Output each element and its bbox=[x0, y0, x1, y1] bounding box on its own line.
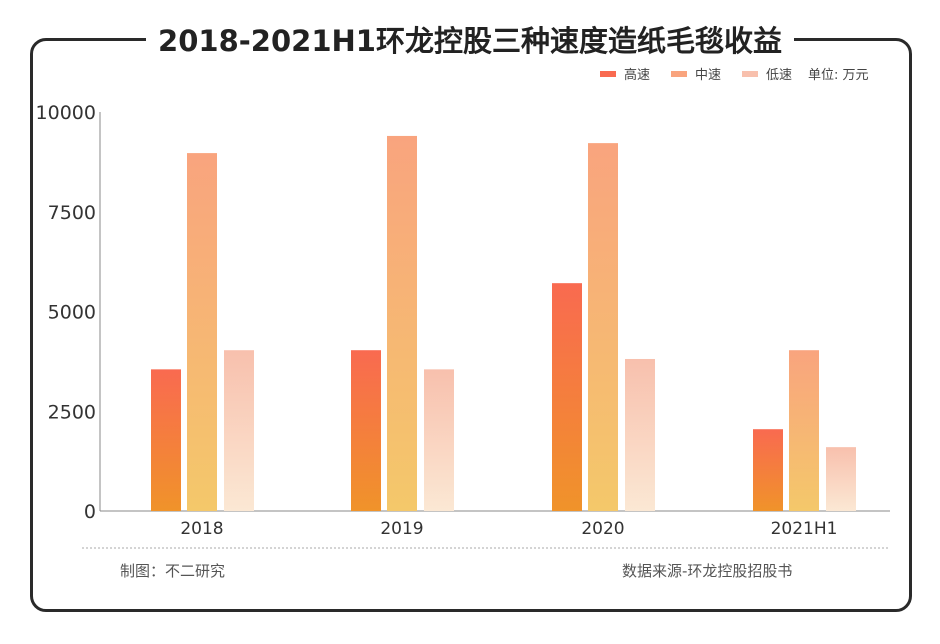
bar-中速-2018 bbox=[187, 153, 217, 512]
y-tick-label: 10000 bbox=[36, 102, 96, 124]
footer-source: 数据来源-环龙控股招股书 bbox=[622, 562, 793, 580]
legend-swatch bbox=[600, 71, 616, 77]
bar-高速-2021H1 bbox=[753, 429, 783, 511]
x-tick-label: 2018 bbox=[180, 519, 223, 539]
y-tick-label: 5000 bbox=[48, 302, 96, 324]
y-tick-label: 2500 bbox=[48, 401, 96, 423]
legend-label: 低速 bbox=[766, 68, 792, 83]
bar-高速-2018 bbox=[151, 369, 181, 511]
bar-低速-2018 bbox=[224, 350, 254, 511]
bar-中速-2019 bbox=[387, 135, 417, 511]
bar-高速-2019 bbox=[351, 350, 381, 511]
bar-中速-2020 bbox=[588, 143, 618, 511]
bar-中速-2021H1 bbox=[789, 350, 819, 511]
y-tick-label: 0 bbox=[84, 501, 96, 523]
legend-label: 高速 bbox=[624, 67, 650, 83]
x-tick-label: 2020 bbox=[581, 519, 624, 539]
bar-低速-2020 bbox=[625, 358, 655, 511]
chart-title: 2018-2021H1环龙控股三种速度造纸毛毯收益 bbox=[0, 18, 940, 60]
x-tick-label: 2019 bbox=[380, 519, 423, 539]
bar-低速-2019 bbox=[424, 369, 454, 511]
y-tick-label: 7500 bbox=[48, 202, 96, 224]
title-text: 2018-2021H1环龙控股三种速度造纸毛毯收益 bbox=[146, 24, 794, 58]
legend-swatch bbox=[742, 71, 758, 77]
legend-label: 中速 bbox=[695, 68, 721, 83]
bar-低速-2021H1 bbox=[826, 447, 856, 511]
legend-swatch bbox=[671, 71, 687, 77]
unit-label: 单位: 万元 bbox=[808, 68, 869, 83]
bar-高速-2020 bbox=[552, 283, 582, 511]
footer-credit: 制图：不二研究 bbox=[120, 562, 226, 580]
x-tick-label: 2021H1 bbox=[771, 519, 838, 539]
